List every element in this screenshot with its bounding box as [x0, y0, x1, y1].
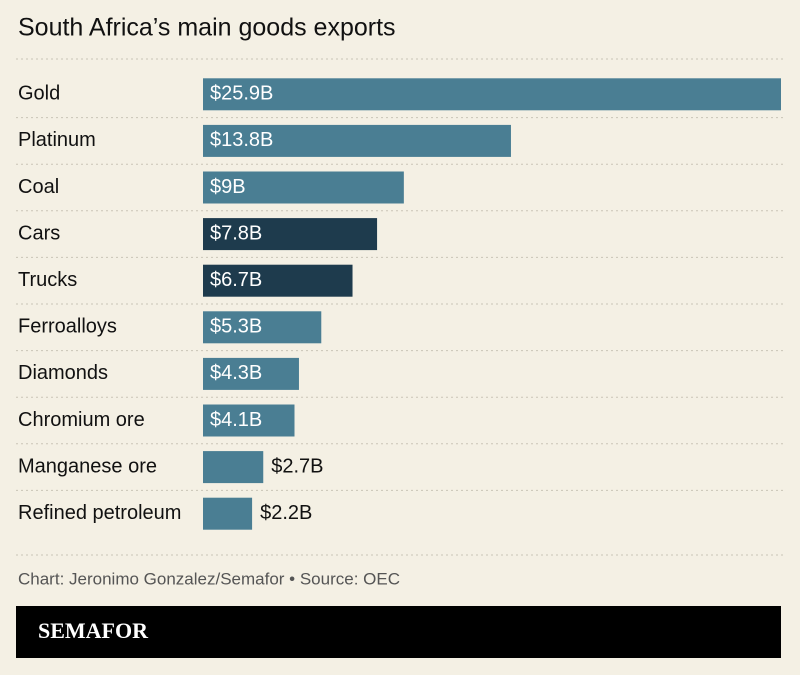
category-label: Ferroalloys — [18, 316, 117, 338]
source-note: Chart: Jeronimo Gonzalez/Semafor • Sourc… — [18, 569, 400, 588]
value-label: $4.3B — [210, 362, 262, 384]
value-label: $2.2B — [260, 502, 312, 524]
category-label: Diamonds — [18, 362, 108, 384]
category-label: Trucks — [18, 269, 77, 291]
category-label: Platinum — [18, 129, 96, 151]
category-label: Chromium ore — [18, 409, 145, 431]
bar — [203, 264, 353, 297]
bar — [203, 404, 295, 437]
value-label: $25.9B — [210, 83, 273, 105]
bar — [203, 218, 378, 251]
bar — [203, 497, 253, 530]
brand-logo: SEMAFOR — [38, 618, 149, 643]
bar — [203, 124, 511, 157]
value-label: $7.8B — [210, 222, 262, 244]
value-label: $13.8B — [210, 129, 273, 151]
value-label: $4.1B — [210, 409, 262, 431]
brand-band — [16, 606, 781, 658]
bar — [203, 357, 299, 390]
value-label: $2.7B — [271, 455, 323, 477]
category-label: Manganese ore — [18, 455, 157, 477]
category-label: Coal — [18, 176, 59, 198]
value-label: $9B — [210, 176, 246, 198]
value-label: $6.7B — [210, 269, 262, 291]
category-label: Gold — [18, 83, 60, 105]
value-label: $5.3B — [210, 316, 262, 338]
bar — [203, 311, 322, 344]
bar — [203, 171, 404, 204]
category-label: Refined petroleum — [18, 502, 181, 524]
chart-title: South Africa’s main goods exports — [18, 14, 396, 42]
bar — [203, 78, 781, 111]
category-label: Cars — [18, 222, 60, 244]
bar — [203, 451, 264, 484]
